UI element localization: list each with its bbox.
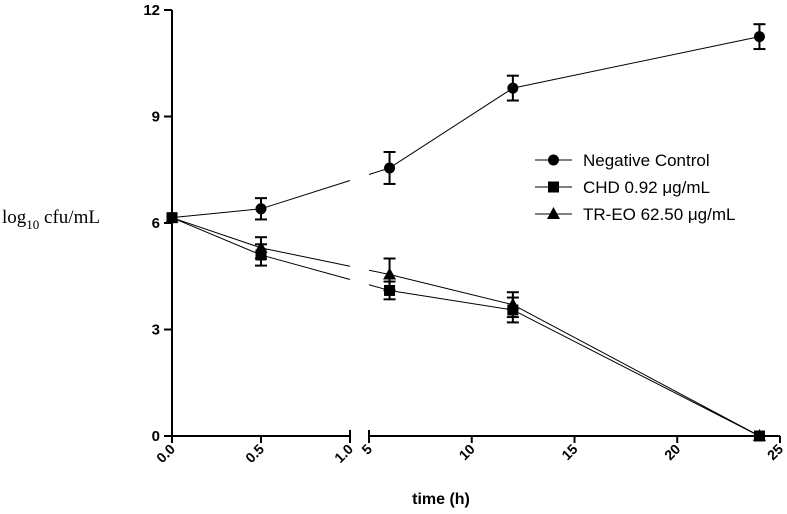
y-tick-label: 12 [143,2,160,19]
series-line [171,208,262,219]
x-tick-label: 20 [661,441,683,463]
data-point [548,181,559,193]
legend-label: Negative Control [583,151,710,170]
series-line [260,254,351,281]
x-tick-label: 5 [358,441,375,458]
data-point [254,240,268,253]
y-tick-label: 6 [152,215,160,232]
legend: Negative Control CHD 0.92 μg/mL TR-EO 62.5… [535,151,735,224]
series-line [260,247,351,267]
legend-label: TR-EO 62.50 μg/mL [583,205,735,224]
x-tick-label: 15 [558,441,580,463]
data-point [507,82,519,94]
series-triangle [165,210,766,441]
y-axis-label-subscript: 10 [26,217,39,232]
series-line [171,217,262,256]
y-axis-label-unit: cfu/mL [39,207,100,228]
series-line [512,304,760,437]
data-point [506,297,520,310]
series-line [389,87,514,169]
series-line [368,269,390,275]
data-point [753,31,765,43]
series-line [171,217,262,249]
x-tick-label: 25 [764,441,786,463]
series-line [512,36,760,89]
series-line [389,273,513,306]
data-point [752,429,766,441]
data-point [547,207,560,219]
x-tick-label: 0.5 [242,441,267,466]
data-point [548,154,559,166]
data-point [384,162,396,174]
y-tick-label: 9 [152,109,160,126]
series-line [389,289,513,311]
x-tick-label: 10 [456,441,478,463]
legend-label: CHD 0.92 μg/mL [583,178,710,197]
x-axis-label: time (h) [412,491,470,508]
y-axis-label-log: log [2,207,27,228]
y-tick-label: 3 [152,322,160,339]
data-point [255,203,267,215]
y-axis-label: log10 cfu/mL [2,207,100,232]
series-line [260,180,351,210]
data-point [165,210,179,223]
y-tick-label: 0 [152,428,160,445]
x-tick-label: 1.0 [331,441,356,466]
data-point [383,267,397,280]
series-line [512,309,760,437]
series-layer [165,23,766,442]
